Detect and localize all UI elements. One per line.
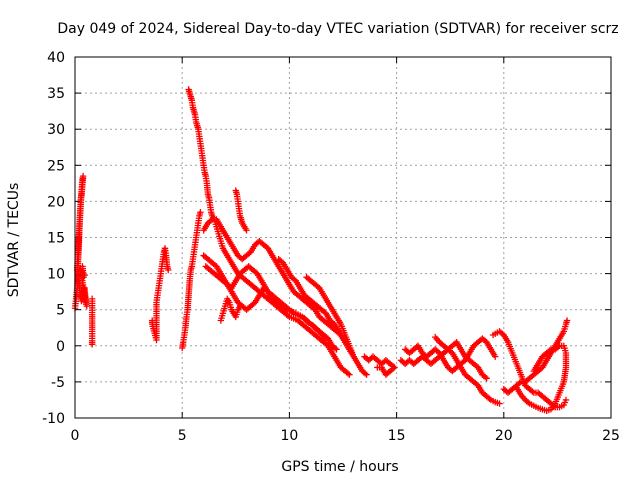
data-point — [361, 370, 369, 377]
y-tick-label: 15 — [47, 231, 65, 247]
data-point — [236, 302, 244, 310]
series-sat-h — [200, 216, 357, 360]
data-point — [311, 323, 318, 331]
data-point — [530, 367, 538, 375]
y-tick-label: 40 — [47, 50, 65, 66]
data-point — [496, 400, 503, 407]
x-tick-label: 20 — [495, 428, 513, 444]
data-point — [563, 317, 571, 324]
data-point — [529, 388, 536, 395]
data-point — [282, 305, 290, 312]
y-tick-label: 25 — [47, 158, 65, 174]
data-point — [81, 271, 88, 279]
axis-ticks: 0 5 10 15 20 25 -10 -5 0 5 10 15 20 25 30 35 40 — [42, 50, 620, 444]
data-point — [315, 328, 322, 335]
data-point — [319, 332, 327, 339]
data-point — [309, 322, 317, 329]
x-tick-label: 10 — [280, 428, 298, 444]
data-point — [363, 371, 370, 378]
series-sat-m — [361, 353, 398, 378]
series-sat-k — [275, 255, 355, 357]
grid — [75, 57, 611, 418]
data-point — [524, 399, 532, 406]
data-point — [516, 379, 523, 387]
data-point — [243, 227, 250, 234]
data-point — [374, 364, 381, 371]
y-tick-label: 10 — [47, 267, 65, 283]
series-sat-i — [217, 295, 244, 324]
data-point — [302, 316, 310, 324]
series-sat-l — [303, 274, 370, 378]
data-point — [88, 341, 96, 348]
data-point — [483, 375, 490, 382]
series-sat-c — [148, 245, 172, 344]
data-point — [344, 370, 352, 377]
data-point — [304, 318, 311, 325]
data-point — [165, 266, 172, 274]
y-tick-label: 30 — [47, 122, 65, 138]
data-point — [301, 315, 308, 322]
series-sat-s — [513, 342, 570, 414]
y-axis-label: SDTVAR / TECUs — [6, 183, 22, 298]
y-tick-label: -10 — [42, 411, 65, 427]
x-tick-label: 25 — [602, 428, 620, 444]
data-point — [482, 373, 489, 381]
data-point — [197, 209, 204, 216]
data-point — [314, 326, 321, 334]
data-point — [492, 353, 499, 360]
plot-frame — [74, 56, 612, 419]
x-tick-label: 5 — [178, 428, 187, 444]
series-sat-b — [88, 295, 96, 348]
data-points — [71, 86, 571, 414]
data-point — [346, 371, 353, 378]
data-point — [333, 346, 340, 353]
x-tick-label: 0 — [71, 428, 80, 444]
data-point — [486, 395, 493, 402]
y-tick-label: 35 — [47, 86, 65, 102]
y-tick-label: 5 — [56, 303, 65, 319]
y-tick-label: -5 — [51, 375, 65, 391]
series-sat-g — [202, 263, 330, 342]
y-tick-label: 20 — [47, 194, 65, 210]
series-sat-j — [232, 187, 250, 234]
chart-title: Day 049 of 2024, Sidereal Day-to-day VTE… — [57, 21, 618, 37]
data-point — [207, 217, 214, 224]
data-point — [284, 312, 292, 319]
data-point — [316, 329, 324, 337]
data-point — [322, 335, 330, 342]
data-point — [321, 333, 328, 341]
data-point — [331, 345, 339, 352]
data-point — [318, 331, 325, 338]
x-tick-label: 15 — [388, 428, 406, 444]
data-point — [553, 345, 560, 352]
data-point — [312, 325, 320, 332]
series-sat-o — [401, 335, 499, 375]
x-axis-label: GPS time / hours — [281, 459, 398, 475]
data-point — [562, 396, 570, 404]
y-tick-label: 0 — [56, 339, 65, 355]
series-sat-d — [179, 209, 204, 352]
series-sat-e — [185, 86, 353, 378]
series-sat-p — [431, 333, 503, 407]
